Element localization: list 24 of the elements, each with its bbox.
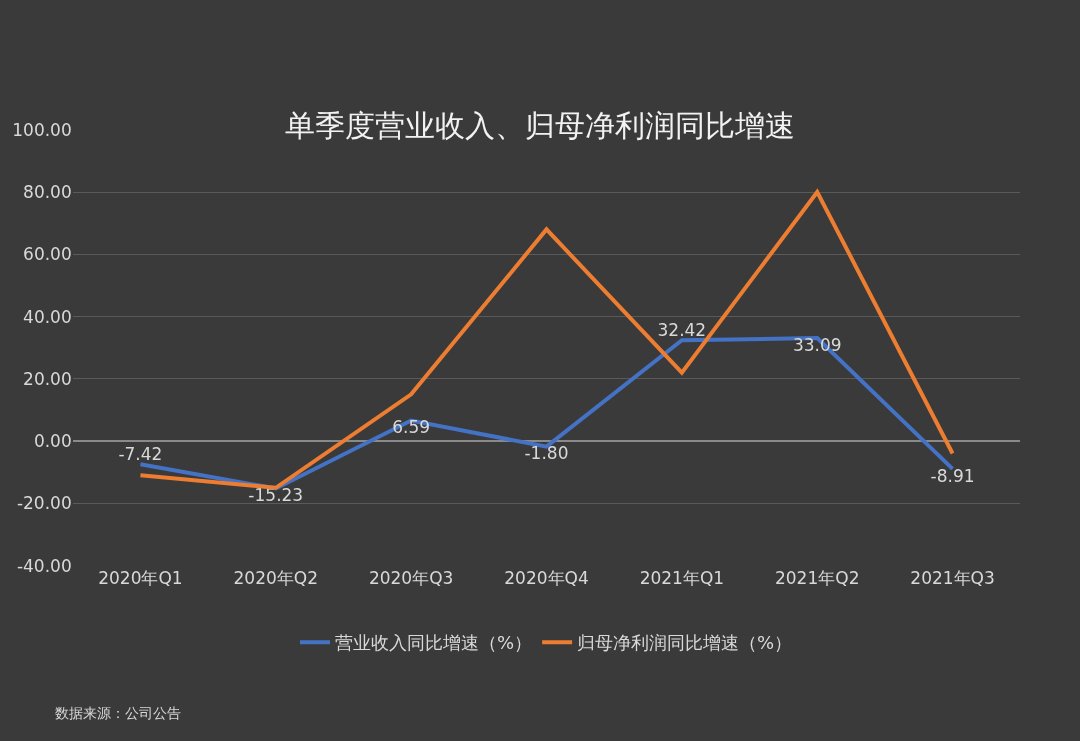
x-tick-label: 2021年Q1: [639, 567, 725, 588]
x-tick-label: 2021年Q2: [774, 567, 860, 588]
x-tick-label: 2020年Q4: [504, 567, 589, 588]
x-tick-label: 2020年Q1: [98, 567, 183, 588]
chart-title: 单季度营业收入、归母净利润同比增速: [285, 108, 795, 144]
x-tick-label: 2020年Q3: [368, 567, 454, 588]
y-tick-label: 0.00: [33, 431, 72, 452]
y-tick-label: 60.00: [23, 244, 72, 265]
y-tick-label: 100.00: [12, 119, 72, 140]
data-label: -7.42: [118, 443, 163, 464]
y-tick-label: -40.00: [16, 555, 72, 576]
y-tick-label: -20.00: [16, 493, 72, 514]
y-tick-label: 40.00: [23, 306, 72, 327]
data-label: -8.91: [930, 465, 975, 486]
source-note: 数据来源：公司公告: [55, 705, 181, 721]
data-label: 32.42: [657, 319, 707, 340]
data-label: -1.80: [524, 443, 569, 464]
legend-label: 归母净利润同比增速（%）: [577, 632, 793, 654]
legend-label: 营业收入同比增速（%）: [335, 632, 533, 654]
x-tick-label: 2021年Q3: [910, 567, 995, 588]
x-tick-label: 2020年Q2: [233, 567, 319, 588]
data-label: -15.23: [248, 485, 304, 506]
y-tick-label: 80.00: [23, 181, 72, 202]
y-tick-label: 20.00: [23, 368, 72, 389]
